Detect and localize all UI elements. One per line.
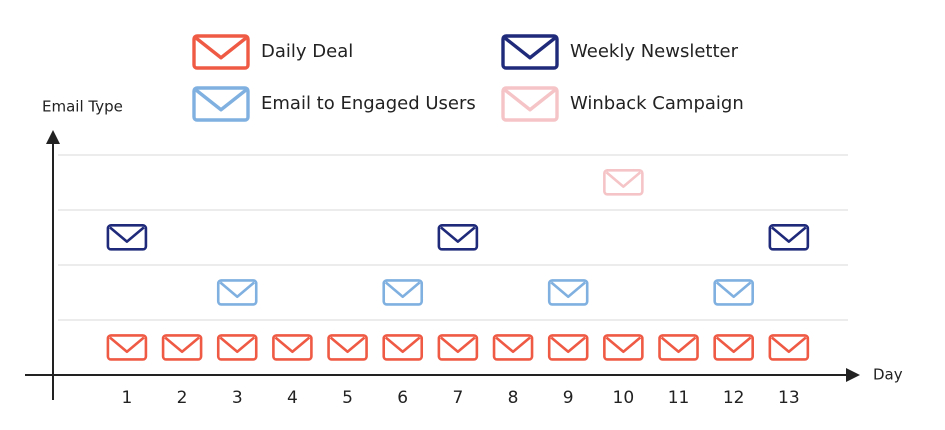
email-marker [658, 334, 699, 361]
email-marker [768, 224, 810, 251]
email-marker [327, 334, 368, 361]
email-marker [216, 334, 258, 361]
envelope-body [603, 169, 644, 196]
legend-label: Weekly Newsletter [570, 41, 739, 62]
email-marker [492, 334, 534, 361]
email-marker [161, 334, 203, 361]
email-marker [216, 279, 258, 306]
envelope-body [382, 334, 424, 361]
envelope-flap [164, 336, 200, 354]
envelope-flap [109, 226, 145, 243]
legend-icon [192, 86, 250, 122]
envelope-body [106, 224, 148, 251]
envelope-body [713, 334, 754, 361]
x-tick-label: 8 [508, 388, 519, 408]
envelope-flap [384, 281, 421, 299]
legend-label: Email to Engaged Users [261, 93, 476, 114]
email-marker [382, 334, 424, 361]
envelope-body [216, 334, 258, 361]
envelope-body [768, 224, 810, 251]
envelope-body [547, 279, 589, 306]
envelope-body [382, 279, 424, 306]
x-tick-label: 2 [177, 388, 188, 408]
envelope-flap [605, 171, 642, 188]
x-tick-label: 3 [232, 388, 243, 408]
legend-icon [192, 34, 250, 70]
x-tick-label: 12 [723, 388, 745, 408]
y-axis-title: Email Type [42, 98, 123, 116]
legend-label: Daily Deal [261, 41, 353, 62]
legend-icon [501, 34, 559, 70]
x-tick-label: 13 [778, 388, 800, 408]
envelope-flap [274, 336, 311, 354]
envelope-body [216, 279, 258, 306]
email-marker [603, 169, 644, 196]
envelope-flap [550, 336, 587, 354]
x-tick-label: 10 [613, 388, 635, 408]
legend-icon [501, 86, 559, 122]
envelope-body [603, 334, 644, 361]
envelope-flap [440, 336, 476, 354]
email-marker [437, 334, 479, 361]
envelope-flap [771, 336, 807, 354]
envelope-flap [384, 336, 421, 354]
x-tick-label: 7 [452, 388, 463, 408]
email-marker [547, 334, 589, 361]
email-marker [106, 224, 148, 251]
envelope-flap [109, 336, 145, 354]
y-axis-arrow [46, 130, 60, 144]
envelope-body [272, 334, 313, 361]
envelope-flap [771, 226, 807, 243]
x-tick-label: 6 [397, 388, 408, 408]
envelope-flap [605, 336, 642, 354]
x-tick-label: 9 [563, 388, 574, 408]
envelope-flap [329, 336, 366, 354]
email-marker [547, 279, 589, 306]
envelope-body [437, 334, 479, 361]
envelope-flap [503, 36, 557, 60]
x-tick-label: 4 [287, 388, 298, 408]
x-axis-title: Day [873, 366, 903, 384]
x-axis-arrow [846, 368, 860, 382]
email-marker [437, 224, 479, 251]
envelope-flap [503, 88, 557, 112]
envelope-flap [495, 336, 531, 354]
envelope-body [437, 224, 479, 251]
envelope-body [547, 334, 589, 361]
envelope-body [768, 334, 810, 361]
x-tick-label: 11 [668, 388, 690, 408]
envelope-body [192, 34, 250, 70]
email-marker [603, 334, 644, 361]
x-tick-label: 5 [342, 388, 353, 408]
envelope-flap [440, 226, 476, 243]
envelope-body [161, 334, 203, 361]
envelope-flap [194, 36, 248, 60]
envelope-body [492, 334, 534, 361]
email-marker [713, 279, 754, 306]
envelope-flap [219, 281, 256, 299]
envelope-body [106, 334, 148, 361]
email-marker [768, 334, 810, 361]
email-marker [106, 334, 148, 361]
envelope-body [501, 86, 559, 122]
legend-label: Winback Campaign [570, 93, 744, 114]
envelope-body [713, 279, 754, 306]
email-marker [713, 334, 754, 361]
envelope-body [501, 34, 559, 70]
envelope-flap [660, 336, 697, 354]
x-tick-label: 1 [122, 388, 133, 408]
envelope-body [327, 334, 368, 361]
envelope-flap [219, 336, 256, 354]
envelope-flap [715, 336, 752, 354]
email-marker [382, 279, 424, 306]
envelope-flap [194, 88, 248, 112]
envelope-flap [715, 281, 752, 299]
email-marker [272, 334, 313, 361]
envelope-body [658, 334, 699, 361]
envelope-flap [550, 281, 587, 299]
envelope-body [192, 86, 250, 122]
